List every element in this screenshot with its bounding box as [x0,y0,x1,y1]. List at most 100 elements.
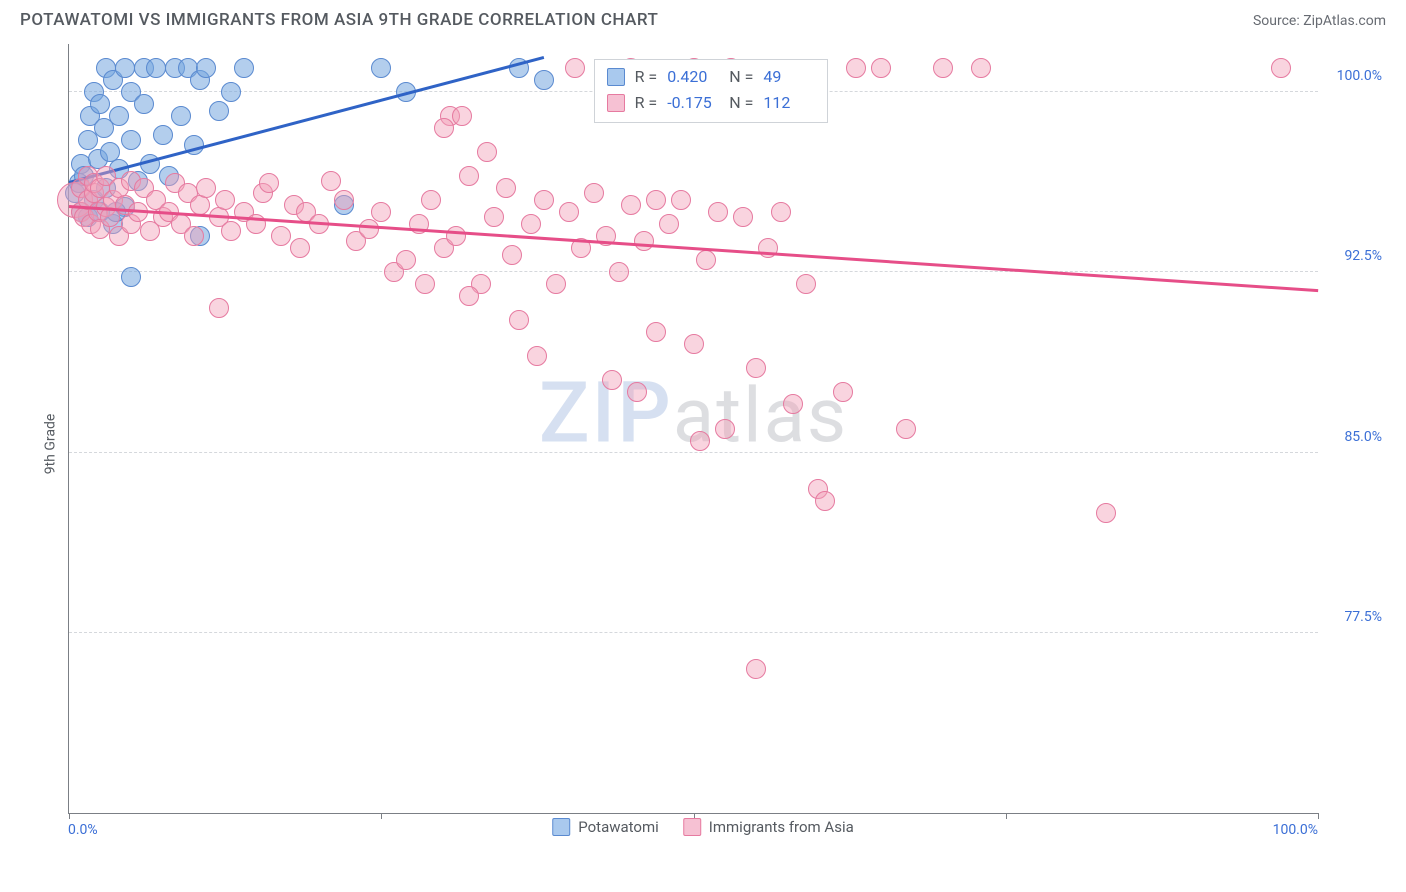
chart-title: POTAWATOMI VS IMMIGRANTS FROM ASIA 9TH G… [20,10,658,30]
data-point [971,58,991,78]
data-point [477,142,497,162]
stat-label: N = [729,90,753,116]
data-point [746,659,766,679]
stats-row: R =0.420N =49 [607,64,816,90]
data-point [627,382,647,402]
data-point [646,322,666,342]
data-point [259,173,279,193]
data-point [121,267,141,287]
x-tick [1318,813,1319,819]
legend-swatch [683,818,701,836]
data-point [933,58,953,78]
data-point [134,94,154,114]
y-axis-label: 9th Grade [42,414,58,475]
data-point [184,226,204,246]
stat-label: R = [635,90,658,116]
data-point [846,58,866,78]
data-point [584,183,604,203]
data-point [1096,503,1116,523]
data-point [527,346,547,366]
data-point [209,101,229,121]
data-point [452,106,472,126]
chart-header: POTAWATOMI VS IMMIGRANTS FROM ASIA 9TH G… [0,0,1406,38]
x-axis-max-label: 100.0% [1273,822,1318,838]
x-tick [69,813,70,819]
data-point [371,202,391,222]
data-point [696,250,716,270]
data-point [271,226,291,246]
data-point [109,106,129,126]
data-point [196,58,216,78]
legend-entry: Immigrants from Asia [683,818,854,836]
data-point [290,238,310,258]
data-point [334,190,354,210]
data-point [359,219,379,239]
data-point [708,202,728,222]
data-point [502,245,522,265]
data-point [115,58,135,78]
y-tick-label: 85.0% [1324,429,1382,445]
data-point [396,250,416,270]
data-point [534,70,554,90]
data-point [146,58,166,78]
legend-label: Immigrants from Asia [709,818,854,836]
y-tick-label: 77.5% [1324,609,1382,625]
data-point [121,130,141,150]
data-point [221,221,241,241]
data-point [196,178,216,198]
data-point [509,310,529,330]
x-axis-min-label: 0.0% [68,822,98,838]
data-point [90,94,110,114]
data-point [771,202,791,222]
stat-label: R = [635,64,658,90]
legend-label: Potawatomi [578,818,659,836]
data-point [371,58,391,78]
data-point [690,431,710,451]
stat-r-value: -0.175 [667,90,719,116]
stat-n-value: 112 [763,90,815,116]
data-point [209,298,229,318]
data-point [684,334,704,354]
legend: Potawatomi Immigrants from Asia [552,818,854,836]
data-point [833,382,853,402]
data-point [758,238,778,258]
data-point [659,214,679,234]
x-tick [1006,813,1007,819]
chart-source: Source: ZipAtlas.com [1253,13,1386,29]
data-point [871,58,891,78]
data-point [459,286,479,306]
stats-box: R =0.420N =49R =-0.175N =112 [594,59,829,122]
data-point [421,190,441,210]
data-point [646,190,666,210]
gridline [69,271,1318,272]
data-point [746,358,766,378]
data-point [234,58,254,78]
stat-r-value: 0.420 [667,64,719,90]
data-point [521,214,541,234]
data-point [415,274,435,294]
plot-region: ZIPatlas 77.5%85.0%92.5%100.0%R =0.420N … [68,44,1318,814]
data-point [621,195,641,215]
data-point [715,419,735,439]
gridline [69,632,1318,633]
data-point [171,106,191,126]
data-point [534,190,554,210]
data-point [896,419,916,439]
stat-label: N = [729,64,753,90]
data-point [602,370,622,390]
data-point [565,58,585,78]
data-point [796,274,816,294]
legend-swatch [607,68,625,86]
data-point [459,166,479,186]
data-point [321,171,341,191]
legend-swatch [607,94,625,112]
data-point [153,125,173,145]
data-point [546,274,566,294]
data-point [484,207,504,227]
data-point [671,190,691,210]
legend-swatch [552,818,570,836]
data-point [221,82,241,102]
data-point [609,262,629,282]
data-point [634,231,654,251]
x-tick [381,813,382,819]
